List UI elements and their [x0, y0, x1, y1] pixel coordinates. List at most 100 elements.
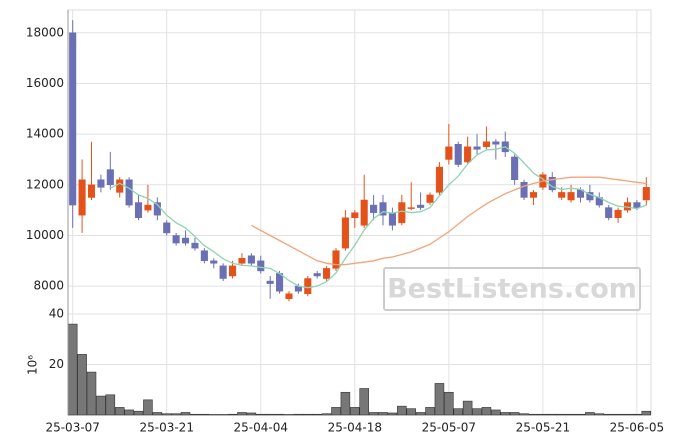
candle-body — [492, 141, 500, 145]
x-tick-label: 25-05-07 — [422, 421, 476, 435]
moving-average-line — [109, 146, 647, 289]
candle-body — [285, 293, 293, 300]
candle-body — [351, 212, 359, 218]
volume-bar — [303, 413, 313, 416]
volume-bar — [255, 413, 266, 416]
candle-body — [134, 202, 143, 218]
candle-body — [106, 169, 114, 186]
volume-bar — [425, 407, 435, 416]
candle-body — [69, 32, 77, 206]
candle-body — [229, 265, 237, 277]
volume-bar — [246, 412, 257, 416]
volume-bar — [481, 407, 492, 416]
volume-bar — [472, 408, 482, 416]
candle-body — [116, 179, 124, 193]
y-tick-label: 40 — [49, 307, 64, 321]
candle-body — [341, 217, 349, 249]
x-tick-label: 25-04-18 — [328, 421, 382, 435]
candle-body — [435, 166, 443, 193]
volume-bar — [227, 413, 238, 416]
volume-bar — [538, 413, 548, 416]
volume-bar — [547, 413, 558, 416]
candle-body — [642, 187, 650, 201]
candle-body — [388, 212, 396, 226]
volume-bar — [509, 412, 520, 416]
volume-bar — [556, 413, 567, 416]
volume-bar — [180, 412, 191, 416]
candle-body — [313, 273, 321, 277]
volume-bar — [462, 400, 473, 416]
plot-layer: 8000 10000 12000 14000 16000 18000 20 40 25-03-0… — [26, 9, 664, 435]
volume-bar — [434, 383, 445, 416]
volume-bar — [86, 371, 97, 416]
candle-body — [87, 184, 96, 198]
candle-body — [567, 192, 575, 201]
candle-body — [191, 242, 199, 249]
volume-bar — [321, 413, 332, 416]
candle-body — [257, 260, 265, 272]
volume-bar — [124, 409, 134, 416]
y-tick-label: 16000 — [26, 76, 64, 90]
watermark-box — [383, 267, 641, 311]
volume-bar — [161, 413, 172, 416]
candle-body — [417, 204, 425, 208]
candle-body — [304, 278, 312, 294]
y-tick-label: 8000 — [33, 279, 64, 293]
volume-bar — [293, 413, 304, 416]
moving-average-line — [251, 176, 647, 266]
volume-bar — [359, 388, 369, 416]
volume-bar — [152, 412, 163, 416]
volume-bar — [237, 412, 247, 416]
watermark: BestListens.com — [387, 274, 637, 305]
volume-bar — [406, 408, 416, 416]
candle-body — [520, 182, 528, 198]
candle-body — [473, 146, 481, 150]
volume-bar — [622, 413, 633, 416]
volume-bar — [331, 407, 341, 416]
volume-bar — [415, 412, 426, 416]
volume-bar — [274, 413, 285, 416]
candle-body — [163, 222, 171, 234]
candle-body — [144, 204, 152, 211]
candle-body — [370, 204, 378, 213]
volume-bar — [397, 405, 407, 416]
candle-body — [605, 207, 613, 218]
volume-bar — [594, 413, 605, 416]
volume-bar — [632, 413, 642, 416]
candle-body — [464, 146, 472, 163]
volume-bar — [613, 413, 623, 416]
volume-bar — [641, 410, 652, 416]
candle-body — [586, 192, 594, 201]
volume-bar — [378, 412, 388, 416]
volume-bar — [171, 413, 181, 416]
candle-body — [614, 209, 622, 218]
candle-body — [407, 207, 415, 209]
volume-bar — [368, 412, 379, 416]
volume-bar — [350, 407, 360, 416]
volume-bar — [566, 413, 576, 416]
y-tick-label: 14000 — [26, 127, 64, 141]
volume-bar — [143, 399, 153, 416]
candle-body — [172, 235, 180, 244]
volume-bar — [199, 413, 210, 416]
volume-bar — [340, 391, 351, 416]
candle-body — [511, 156, 519, 180]
x-tick-label: 25-06-05 — [610, 421, 664, 435]
x-tick-label: 25-03-07 — [45, 421, 99, 435]
candle-body — [200, 250, 208, 262]
candle-body — [219, 265, 227, 279]
candle-body — [558, 192, 566, 198]
y-tick-label: 10000 — [26, 228, 64, 242]
candle-body — [379, 202, 387, 216]
candle-body — [181, 237, 190, 244]
x-tick-label: 25-04-04 — [234, 421, 288, 435]
volume-bar — [96, 395, 106, 416]
candle-body — [210, 260, 218, 264]
candle-body — [276, 273, 284, 292]
y-axis-label: 10⁶ — [26, 355, 40, 375]
candle-body — [266, 280, 274, 284]
candle-body — [454, 144, 462, 165]
volume-bar — [528, 413, 539, 416]
